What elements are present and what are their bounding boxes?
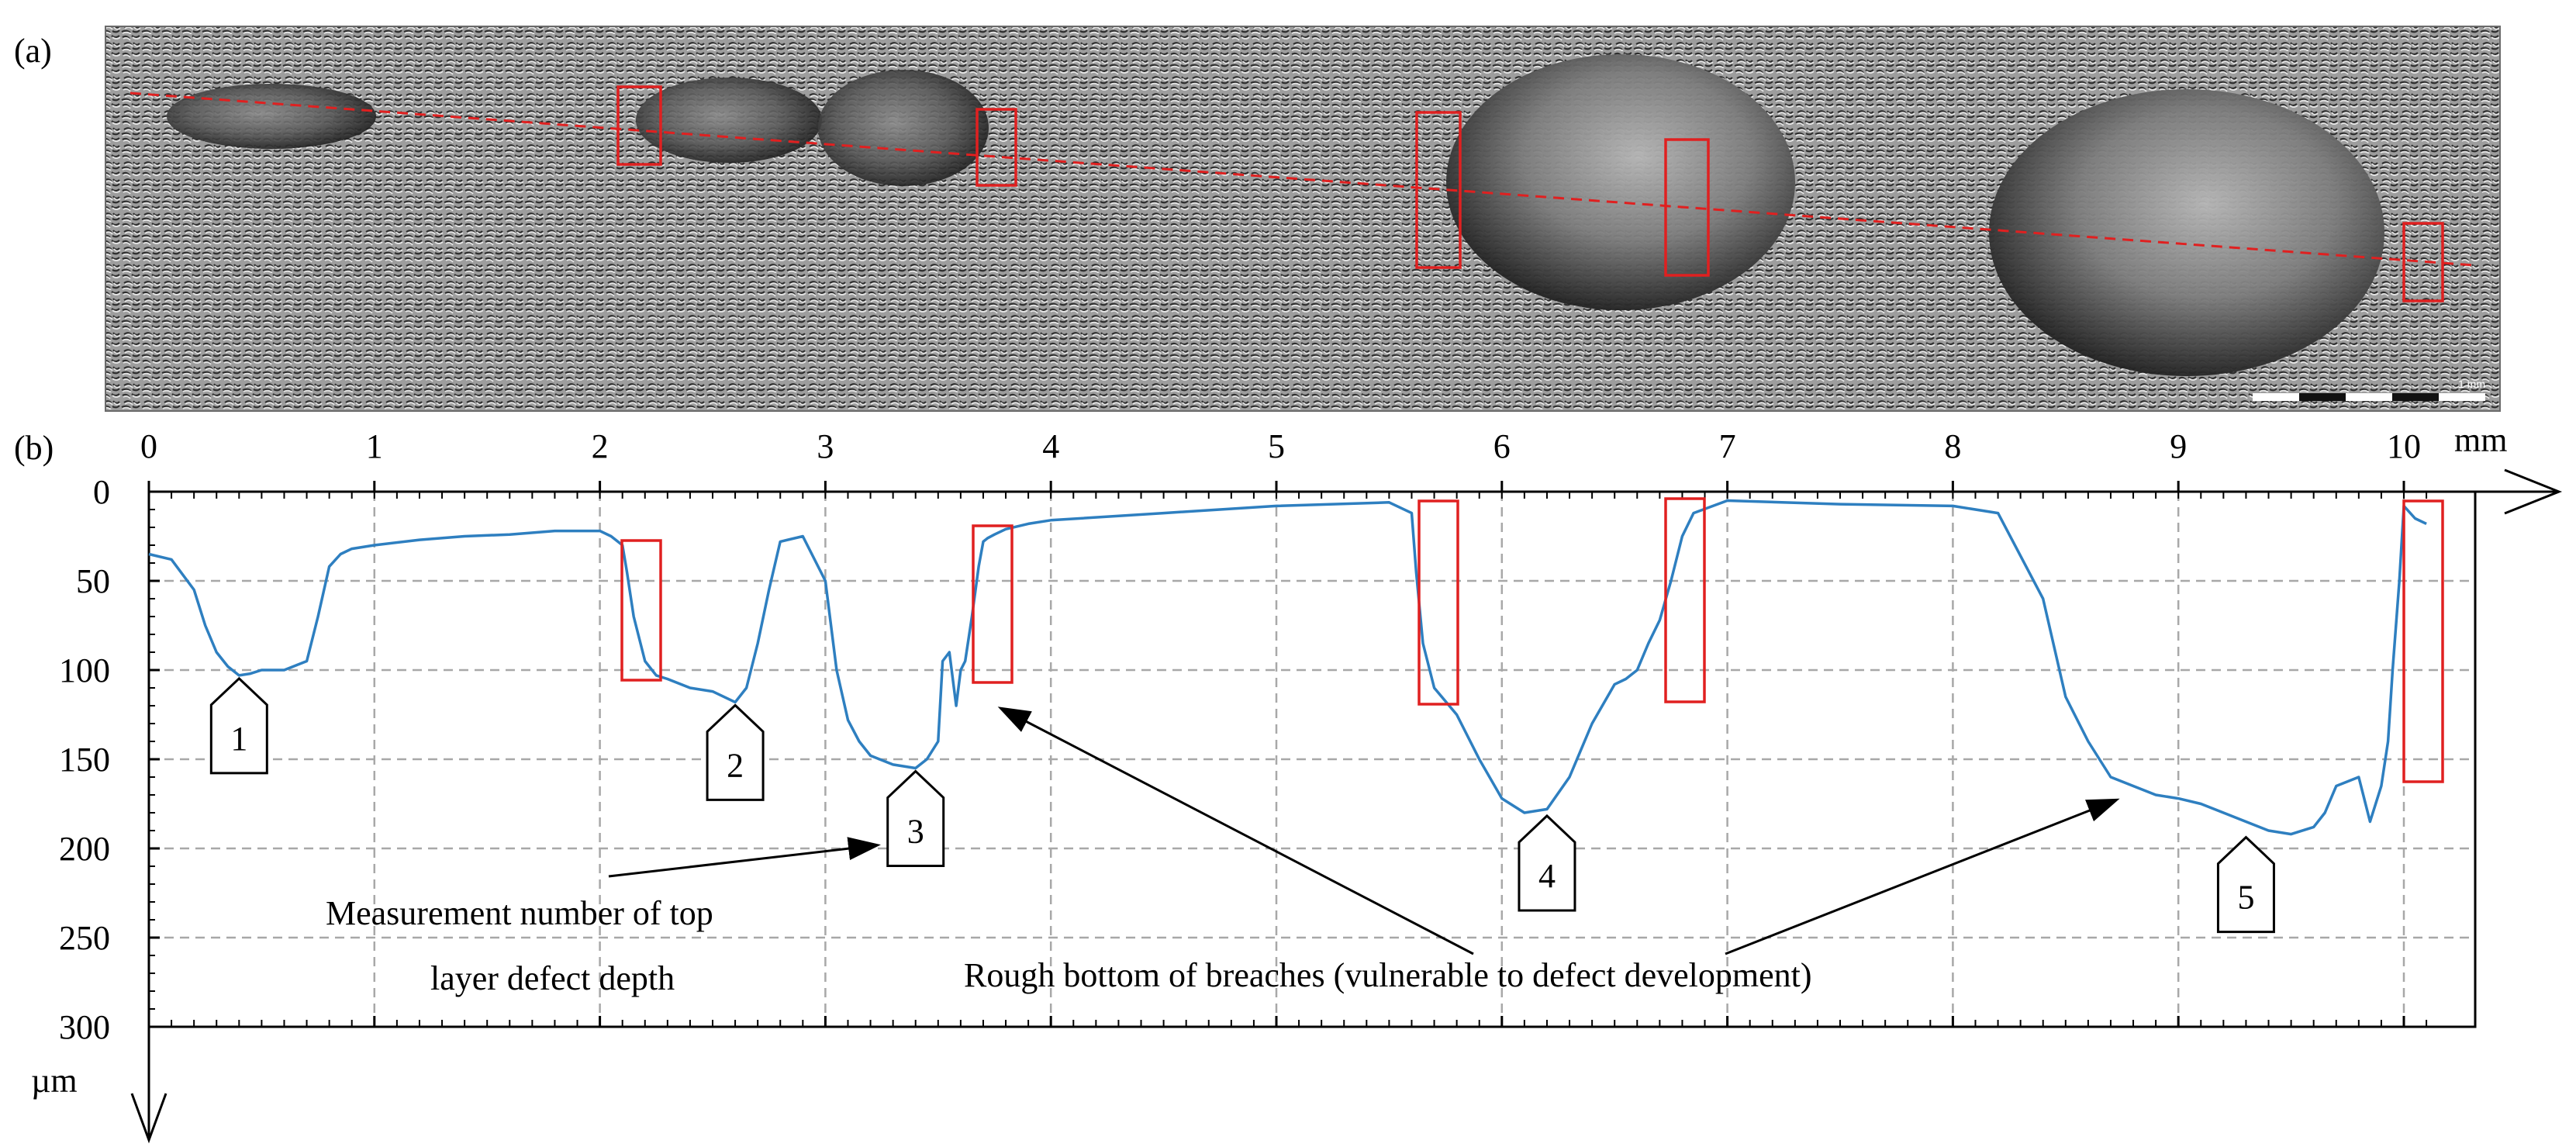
image-highlight-boxes [616,85,2444,302]
x-tick-label: 8 [1944,427,1961,465]
rough-bottom-arrow-left [997,707,1474,955]
x-tick-label: 10 [2387,427,2421,465]
measurement-marker-label: 4 [1538,857,1556,895]
y-tick-label: 100 [59,651,110,689]
defect-crater-1 [167,84,376,149]
x-unit-label: mm [2454,421,2507,459]
y-tick-label: 0 [93,473,110,511]
image-highlight-box [975,108,1017,187]
panel-b-label: (b) [14,429,54,467]
defect-crater-4 [1446,54,1795,310]
measurement-marker: 2 [706,703,765,801]
x-tick-label: 0 [140,427,157,465]
image-highlight-box [1664,138,1710,277]
defect-crater-2 [636,78,822,163]
measurement-marker: 1 [209,676,268,775]
x-tick-label: 7 [1719,427,1736,465]
chart-highlight-box [2402,499,2444,783]
grid-lines [149,492,2475,1027]
measurement-label-line1: Measurement number of top [326,894,713,932]
chart-highlight-box [1664,497,1706,703]
x-tick-label: 5 [1268,427,1285,465]
x-tick-label: 1 [366,427,383,465]
x-tick-label: 2 [592,427,609,465]
measurement-markers: 1 2 3 4 5 [209,676,2275,934]
profile-chart: 0 1 2 3 4 5 6 7 8 9 10 0 50 100 150 200 250 300 mm µm 1 2… [31,421,2563,1144]
scale-bar-label: 1 mm [2458,378,2485,390]
measurement-marker: 3 [886,769,945,867]
defect-crater-3 [818,70,989,186]
chart-highlight-box [620,539,662,682]
x-tick-label: 3 [817,427,834,465]
surface-image: 1 mm [105,26,2501,412]
y-axis-arrow [130,492,167,1144]
panel-a-label: (a) [14,32,52,70]
measurement-marker-label: 5 [2237,879,2254,917]
y-tick-label: 200 [59,830,110,868]
measurement-marker-label: 2 [727,746,744,784]
measurement-pointer-arrow [608,837,881,878]
y-tick-label: 300 [59,1008,110,1046]
image-highlight-box [2402,222,2444,302]
y-tick-label: 250 [59,919,110,957]
image-highlight-box [1415,111,1462,269]
rough-bottom-label: Rough bottom of breaches (vulnerable to … [964,956,1812,994]
defect-crater-5 [1989,89,2384,376]
y-tick-labels: 0 50 100 150 200 250 300 [59,473,110,1046]
y-tick-label: 50 [76,562,110,600]
profile-series-line [148,499,2427,836]
y-unit-label: µm [31,1062,78,1100]
x-tick-label: 6 [1493,427,1511,465]
chart-highlight-box [972,524,1013,684]
measurement-marker: 5 [2216,835,2275,934]
x-tick-labels: 0 1 2 3 4 5 6 7 8 9 10 [140,427,2421,465]
measurement-label-line2: layer defect depth [430,959,675,997]
scale-bar: 1 mm [2253,378,2485,401]
y-tick-label: 150 [59,741,110,779]
measurement-marker-label: 1 [230,720,247,758]
rough-bottom-arrow-right [1725,798,2120,955]
chart-highlight-boxes [620,497,2444,783]
x-tick-label: 4 [1042,427,1059,465]
measurement-marker-label: 3 [907,813,924,851]
x-axis-arrow [149,468,2563,515]
x-tick-label: 9 [2170,427,2187,465]
chart-highlight-box [1417,499,1459,706]
axis-ticks [147,481,2428,1028]
image-highlight-box [616,85,662,166]
measurement-marker: 4 [1518,814,1576,912]
